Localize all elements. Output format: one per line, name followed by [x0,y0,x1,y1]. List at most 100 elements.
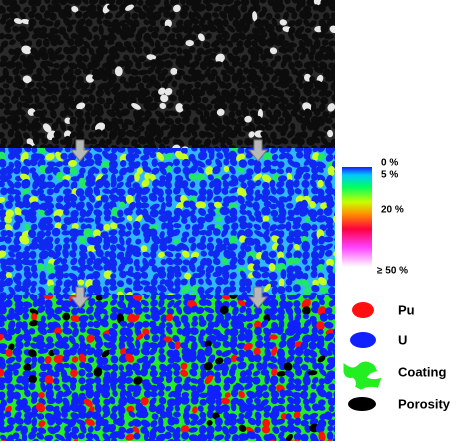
grain [60,263,69,272]
grain [69,228,80,238]
grain [80,82,90,90]
grain [215,276,225,286]
grain [53,130,62,140]
grain [196,173,205,181]
grain [305,66,314,77]
grain [142,320,150,328]
grain [131,300,142,309]
grain [61,223,68,231]
grain [37,326,48,335]
grain [229,340,238,349]
grain [129,25,137,34]
grain [236,68,244,78]
grain [181,284,191,295]
grain [69,100,77,110]
grain [0,418,5,428]
grain [175,103,184,113]
grain [196,382,206,393]
grain [37,356,45,364]
grain [187,189,198,197]
grain [158,353,166,363]
grain [246,322,253,329]
grain [238,32,246,41]
grain [101,167,108,175]
grain [60,258,68,265]
grain [5,437,15,441]
grain [262,215,270,223]
grain [199,114,207,124]
grain [268,298,279,308]
grain [31,236,39,245]
grain [101,364,113,371]
grain [96,108,104,117]
grain [224,328,231,336]
grain [87,166,97,176]
grain [138,11,147,20]
grain [6,383,16,392]
grain [1,13,10,20]
grain [229,327,239,337]
grain [54,327,63,336]
grain [327,342,335,352]
grain [14,327,21,335]
grain [212,341,222,349]
grain [306,0,315,7]
grain [286,382,296,391]
grain [54,237,60,245]
grain [113,94,123,104]
grain [228,215,238,223]
grain [204,299,212,307]
grain [143,390,152,398]
grain [69,377,77,385]
grain [27,411,39,418]
grain [170,67,178,75]
grain [84,31,93,40]
grain [14,160,22,169]
grain [241,94,250,104]
grain [11,95,19,104]
grain [90,82,96,92]
grain [334,376,335,384]
legend-swatch [352,302,374,318]
grain [241,54,249,63]
grain [68,19,77,26]
grain [164,19,172,28]
grain [136,167,144,175]
grain [12,144,23,148]
grain [310,216,317,223]
grain [63,362,71,369]
grain [148,432,157,441]
grain [245,284,252,294]
grain [75,201,85,211]
grain [62,312,71,321]
grain [125,181,132,188]
grain [19,121,27,132]
grain [115,10,125,18]
grain [189,327,199,336]
grain [69,235,77,243]
grain [201,24,210,32]
grain [203,109,210,118]
grain [180,342,189,349]
grain [158,298,165,308]
grain [119,320,128,327]
legend-label: Pu [398,302,415,317]
grain [21,18,31,25]
grain [62,321,70,329]
grain [157,179,167,187]
grain [100,357,109,365]
grain [212,228,221,236]
grain [176,305,183,315]
grain [134,172,140,182]
grain [60,305,71,313]
grain [29,308,39,315]
grain [0,102,5,110]
grain [235,109,243,117]
grain [46,188,54,196]
grain [5,19,15,28]
grain [66,25,73,33]
grain [92,229,101,238]
grain [12,25,20,33]
grain [318,431,326,441]
grain [176,24,185,33]
